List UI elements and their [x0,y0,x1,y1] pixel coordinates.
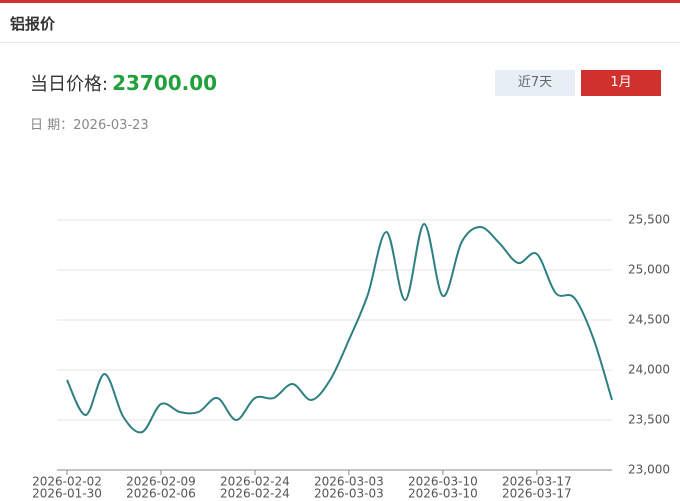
x-tick-label: 2026-02-06 [126,487,196,501]
price-label: 当日价格: [30,74,109,95]
page-title: 铝报价 [10,15,56,33]
range-button[interactable]: 近7天 [495,70,575,96]
x-tick-label: 2026-03-03 [314,475,384,489]
y-tick-label: 23,000 [628,463,670,477]
date: 日 期：2026-03-23 [30,114,149,133]
date-value: 2026-03-23 [73,118,149,133]
top-bar [0,0,680,3]
x-tick-label: 2026-02-02 [32,475,102,489]
x-tick-label: 2026-03-10 [408,487,478,501]
range-button[interactable]: 1月 [581,70,661,96]
x-tick-label: 2026-03-17 [502,487,572,501]
x-tick-label: 2026-02-09 [126,475,196,489]
x-tick-label: 2026-02-24 [220,487,290,501]
date-label: 日 期： [30,118,74,133]
separator [0,42,680,43]
price-value: 23700.00 [112,71,218,95]
x-tick-label: 2026-03-10 [408,475,478,489]
price-line [66,222,613,434]
y-tick-label: 25,500 [628,213,670,227]
x-tick-label: 2026-03-17 [502,475,572,489]
y-tick-label: 23,500 [628,413,670,427]
y-tick-label: 24,000 [628,363,670,377]
y-tick-label: 24,500 [628,313,670,327]
y-tick-label: 25,000 [628,263,670,277]
x-tick-label: 2026-03-03 [314,487,384,501]
x-tick-label: 2026-01-30 [32,487,102,501]
price: 当日价格: 23700.00 [30,70,217,96]
x-tick-label: 2026-02-24 [220,475,290,489]
